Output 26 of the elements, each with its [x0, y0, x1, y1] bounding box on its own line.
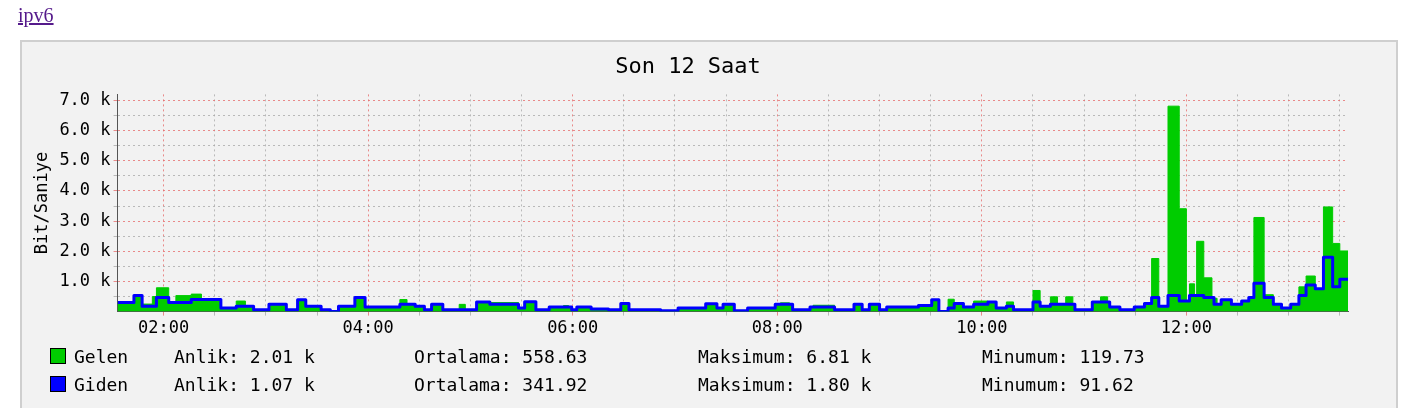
text: Minumum: 119.73 [982, 345, 1146, 367]
text: Minumum: 91.62 [982, 373, 1135, 395]
x-tick-label: 10:00 [956, 317, 1008, 338]
text: Anlik: 2.01 k [174, 345, 316, 367]
y-tick-label: 6.0 k [59, 119, 111, 140]
y-tick-label: 7.0 k [59, 88, 111, 109]
text: Ortalama: 558.63 [414, 345, 589, 367]
legend-label: Gelen [74, 345, 130, 367]
x-tick-label: 08:00 [751, 317, 803, 338]
x-tick-label: 02:00 [138, 317, 190, 338]
x-tick-label: 04:00 [342, 317, 394, 338]
y-tick-label: 4.0 k [59, 179, 111, 200]
y-tick-label: 5.0 k [59, 149, 111, 170]
text: Maksimum: 6.81 k [698, 345, 873, 367]
text: Maksimum: 1.80 k [698, 373, 873, 395]
y-tick-label: 3.0 k [59, 209, 111, 230]
text: ipv6 [18, 4, 54, 27]
y-tick-label: 2.0 k [59, 239, 111, 260]
x-tick-label: 06:00 [547, 317, 599, 338]
chart-title: Son 12 Saat [615, 52, 761, 78]
text: Anlik: 1.07 k [174, 373, 316, 395]
x-tick-label: 12:00 [1160, 317, 1212, 338]
legend-label: Giden [74, 373, 130, 395]
y-tick-label: 1.0 k [59, 269, 111, 290]
text: Ortalama: 341.92 [414, 373, 589, 395]
y-axis-title: Bit/Saniye [30, 151, 51, 255]
